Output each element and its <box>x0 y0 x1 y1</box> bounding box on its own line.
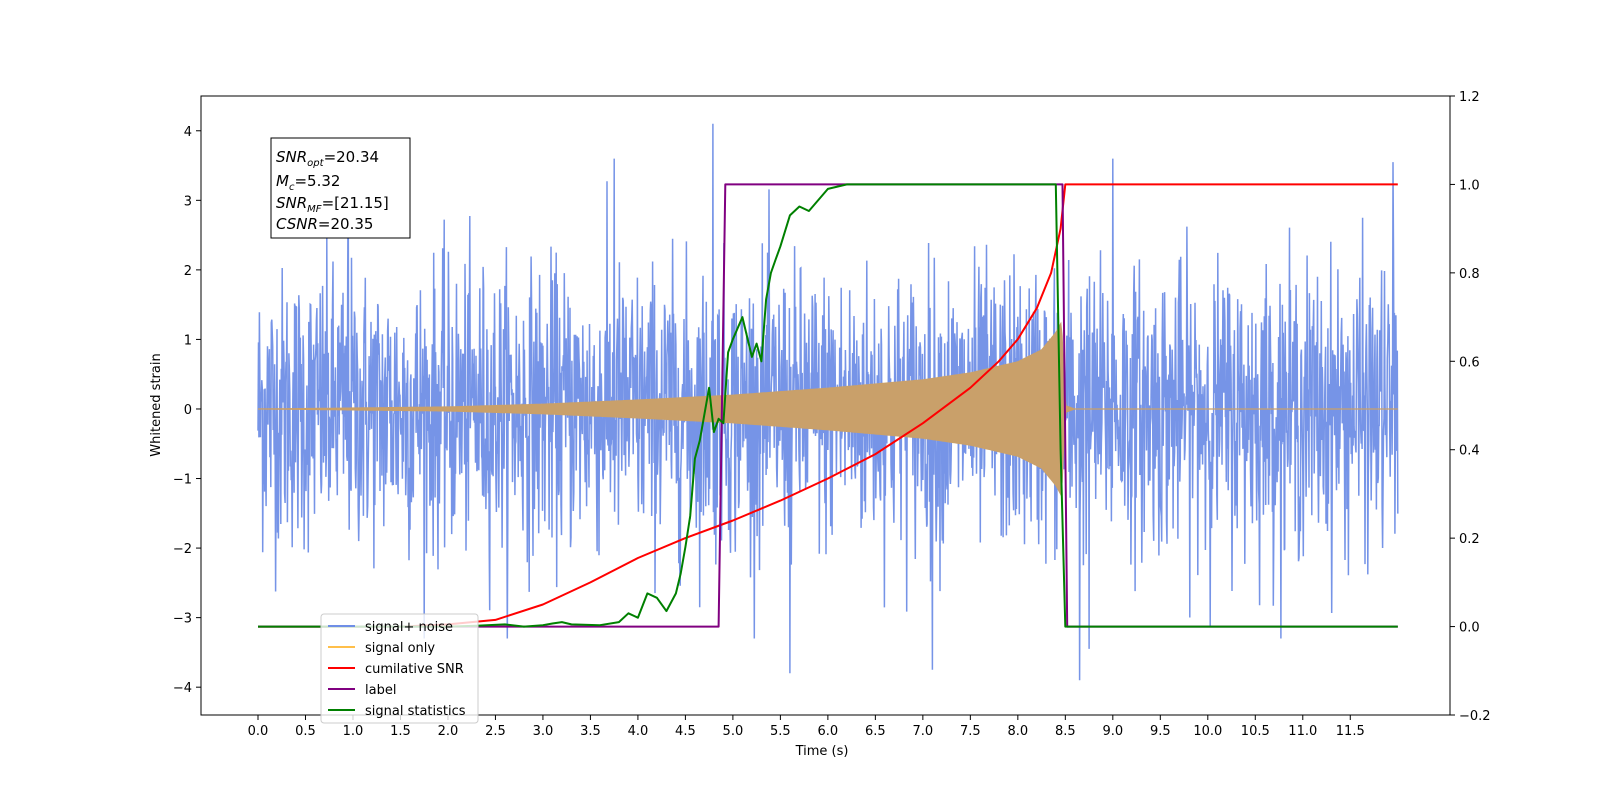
x-tick-label: 10.0 <box>1193 724 1222 739</box>
info-box-frame <box>270 137 411 239</box>
x-tick-label: 2.5 <box>485 724 506 739</box>
legend-frame <box>320 613 479 724</box>
legend-label-signal-only: signal only <box>365 641 435 656</box>
y-axis-label: Whitened strain <box>149 353 164 456</box>
x-tick-label: 6.0 <box>818 724 839 739</box>
y-axis-left: 4 3 2 1 0 −1 −2 −3 −4 <box>173 125 201 696</box>
legend-label-cumulative-snr: cumilative SNR <box>365 662 464 677</box>
y2-tick-label: −0.2 <box>1459 709 1491 724</box>
plot-frame <box>200 95 1451 716</box>
legend-label-label: label <box>365 683 396 698</box>
series-signal-noise <box>257 123 1399 681</box>
x-tick-label: 9.0 <box>1102 724 1123 739</box>
x-tick-label: 8.0 <box>1007 724 1028 739</box>
x-tick-label: 11.5 <box>1336 724 1365 739</box>
y2-tick-label: 1.0 <box>1459 178 1480 193</box>
y2-tick-label: 1.2 <box>1459 90 1480 105</box>
y2-tick-label: 0.8 <box>1459 267 1480 282</box>
y-tick-label: −2 <box>173 542 192 557</box>
x-axis-label: Time (s) <box>795 744 849 759</box>
series-cumulative-snr <box>258 183 1398 628</box>
x-axis: 0.0 0.5 1.0 1.5 2.0 2.5 3.0 3.5 4.0 4.5 5.0 5.5 6.0 6… <box>248 715 1365 739</box>
x-tick-label: 3.5 <box>580 724 601 739</box>
x-tick-label: 4.0 <box>628 724 649 739</box>
x-tick-label: 5.0 <box>723 724 744 739</box>
y2-tick-label: 0.0 <box>1459 621 1480 636</box>
x-tick-label: 2.0 <box>438 724 459 739</box>
y2-tick-label: 0.4 <box>1459 444 1480 459</box>
y-tick-label: 0 <box>184 403 192 418</box>
legend: signal+ noise signal only cumilative SNR… <box>320 613 479 724</box>
y2-tick-label: 0.2 <box>1459 532 1480 547</box>
series-layer <box>257 123 1399 681</box>
y2-tick-label: 0.6 <box>1459 355 1480 370</box>
y-tick-label: −3 <box>173 612 192 627</box>
y-tick-label: −4 <box>173 681 192 696</box>
y-tick-label: 1 <box>184 333 192 348</box>
y-tick-label: 4 <box>184 125 192 140</box>
x-tick-label: 6.5 <box>865 724 886 739</box>
plot-area <box>257 123 1399 681</box>
x-tick-label: 3.0 <box>533 724 554 739</box>
info-box: SNRopt=20.34 Mc=5.32 SNRMF=[21.15] CSNR=… <box>270 137 411 239</box>
series-signal-statistics <box>258 183 1398 628</box>
info-line-snr-opt: SNRopt=20.34 <box>276 148 379 169</box>
x-tick-label: 0.0 <box>248 724 269 739</box>
y-tick-label: 2 <box>184 264 192 279</box>
x-tick-label: 10.5 <box>1241 724 1270 739</box>
x-tick-label: 11.0 <box>1288 724 1317 739</box>
y-tick-label: 3 <box>184 194 192 209</box>
y-tick-label: −1 <box>173 473 192 488</box>
x-tick-label: 1.0 <box>343 724 364 739</box>
y-axis-right: 1.2 1.0 0.8 0.6 0.4 0.2 0.0 −0.2 <box>1450 90 1491 724</box>
x-tick-label: 7.0 <box>913 724 934 739</box>
legend-label-signal-noise: signal+ noise <box>365 620 453 635</box>
x-tick-label: 4.5 <box>675 724 696 739</box>
x-tick-label: 9.5 <box>1150 724 1171 739</box>
x-tick-label: 1.5 <box>390 724 411 739</box>
x-tick-label: 8.5 <box>1055 724 1076 739</box>
x-tick-label: 7.5 <box>960 724 981 739</box>
info-line-chirp-mass: Mc=5.32 <box>276 172 340 193</box>
x-tick-label: 5.5 <box>770 724 791 739</box>
legend-label-signal-statistics: signal statistics <box>365 704 466 719</box>
x-tick-label: 0.5 <box>295 724 316 739</box>
info-line-snr-mf: SNRMF=[21.15] <box>276 194 389 215</box>
info-line-csnr: CSNR=20.35 <box>276 215 373 233</box>
